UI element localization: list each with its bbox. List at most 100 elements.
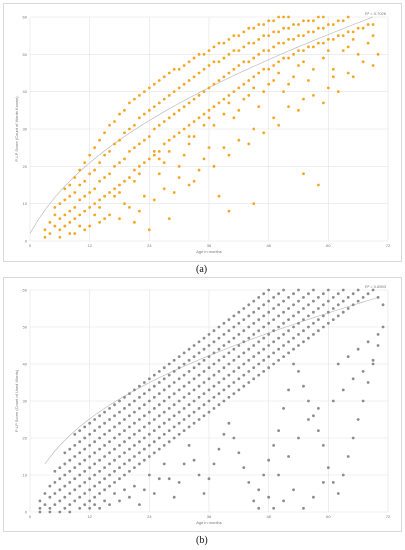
- data-point: [83, 503, 87, 506]
- data-point: [217, 392, 221, 395]
- data-point: [222, 56, 226, 60]
- data-point: [177, 355, 181, 358]
- r-squared-label: R² = 0.7026: [365, 11, 387, 16]
- data-point: [212, 164, 216, 168]
- data-point: [48, 510, 52, 514]
- data-point: [302, 296, 305, 299]
- data-point: [366, 340, 370, 344]
- data-point: [257, 488, 261, 492]
- data-point: [227, 153, 231, 157]
- data-point: [142, 414, 146, 418]
- data-point: [247, 41, 251, 45]
- data-point: [212, 60, 216, 64]
- data-point: [192, 135, 196, 138]
- x-tick-label: 60: [326, 243, 331, 248]
- data-point: [182, 351, 186, 355]
- data-point: [128, 436, 131, 440]
- data-point: [157, 172, 161, 176]
- data-point: [252, 310, 256, 314]
- data-point: [118, 455, 121, 458]
- data-point: [78, 506, 82, 510]
- data-point: [307, 418, 310, 421]
- data-point: [207, 146, 211, 150]
- data-point: [197, 384, 201, 388]
- data-point: [287, 318, 290, 321]
- data-point: [252, 86, 256, 90]
- data-point: [217, 41, 221, 45]
- data-point: [232, 325, 236, 329]
- data-point: [162, 377, 166, 381]
- data-point: [63, 213, 67, 217]
- data-point: [167, 477, 171, 481]
- data-point: [262, 292, 266, 296]
- data-point: [58, 217, 62, 221]
- data-point: [43, 503, 47, 506]
- x-tick-label: 24: [147, 514, 152, 519]
- data-point: [247, 347, 251, 351]
- data-point: [83, 447, 87, 451]
- data-point: [371, 362, 375, 366]
- data-point: [297, 64, 300, 67]
- data-point: [118, 112, 121, 116]
- data-point: [142, 425, 146, 429]
- data-point: [73, 499, 77, 503]
- data-point: [257, 307, 261, 310]
- data-point: [128, 425, 131, 429]
- data-point: [63, 506, 67, 510]
- data-point: [252, 299, 256, 303]
- data-point: [162, 75, 166, 79]
- data-point: [93, 429, 97, 432]
- data-point: [197, 116, 201, 120]
- data-point: [108, 213, 111, 217]
- data-point: [302, 384, 305, 388]
- data-point: [222, 355, 226, 358]
- data-point: [167, 138, 171, 142]
- data-point: [282, 407, 285, 410]
- data-point: [83, 425, 87, 429]
- data-point: [351, 303, 355, 307]
- data-point: [167, 94, 171, 97]
- data-point: [88, 191, 92, 194]
- data-point: [302, 49, 305, 52]
- data-point: [187, 392, 191, 395]
- data-point: [88, 206, 92, 209]
- data-point: [376, 333, 380, 336]
- data-point: [262, 303, 266, 307]
- data-point: [316, 407, 320, 410]
- data-point: [287, 296, 290, 299]
- data-point: [316, 429, 320, 432]
- data-point: [262, 49, 266, 52]
- data-point: [157, 79, 161, 82]
- data-point: [232, 49, 236, 52]
- data-point: [262, 358, 266, 362]
- data-point: [133, 444, 136, 447]
- data-point: [277, 473, 281, 477]
- data-point: [277, 358, 281, 362]
- data-point: [103, 153, 106, 157]
- data-point: [172, 112, 176, 116]
- data-point: [307, 399, 310, 403]
- data-point: [137, 407, 141, 410]
- data-point: [182, 127, 186, 131]
- data-point: [103, 217, 106, 221]
- data-point: [152, 82, 156, 86]
- data-point: [346, 355, 350, 358]
- data-point: [257, 362, 261, 366]
- data-point: [152, 429, 156, 432]
- data-point: [331, 307, 335, 310]
- data-point: [147, 86, 151, 90]
- y-tick-label: 60: [23, 288, 28, 293]
- data-point: [262, 90, 266, 94]
- data-point: [137, 395, 141, 399]
- data-point: [202, 370, 206, 373]
- data-point: [237, 86, 241, 90]
- data-point: [302, 340, 305, 344]
- y-tick-label: 40: [23, 362, 28, 367]
- data-point: [297, 108, 300, 112]
- data-point: [142, 112, 146, 116]
- data-point: [177, 481, 181, 484]
- data-point: [78, 168, 82, 172]
- data-point: [242, 307, 246, 310]
- data-point: [118, 183, 121, 187]
- data-point: [157, 403, 161, 407]
